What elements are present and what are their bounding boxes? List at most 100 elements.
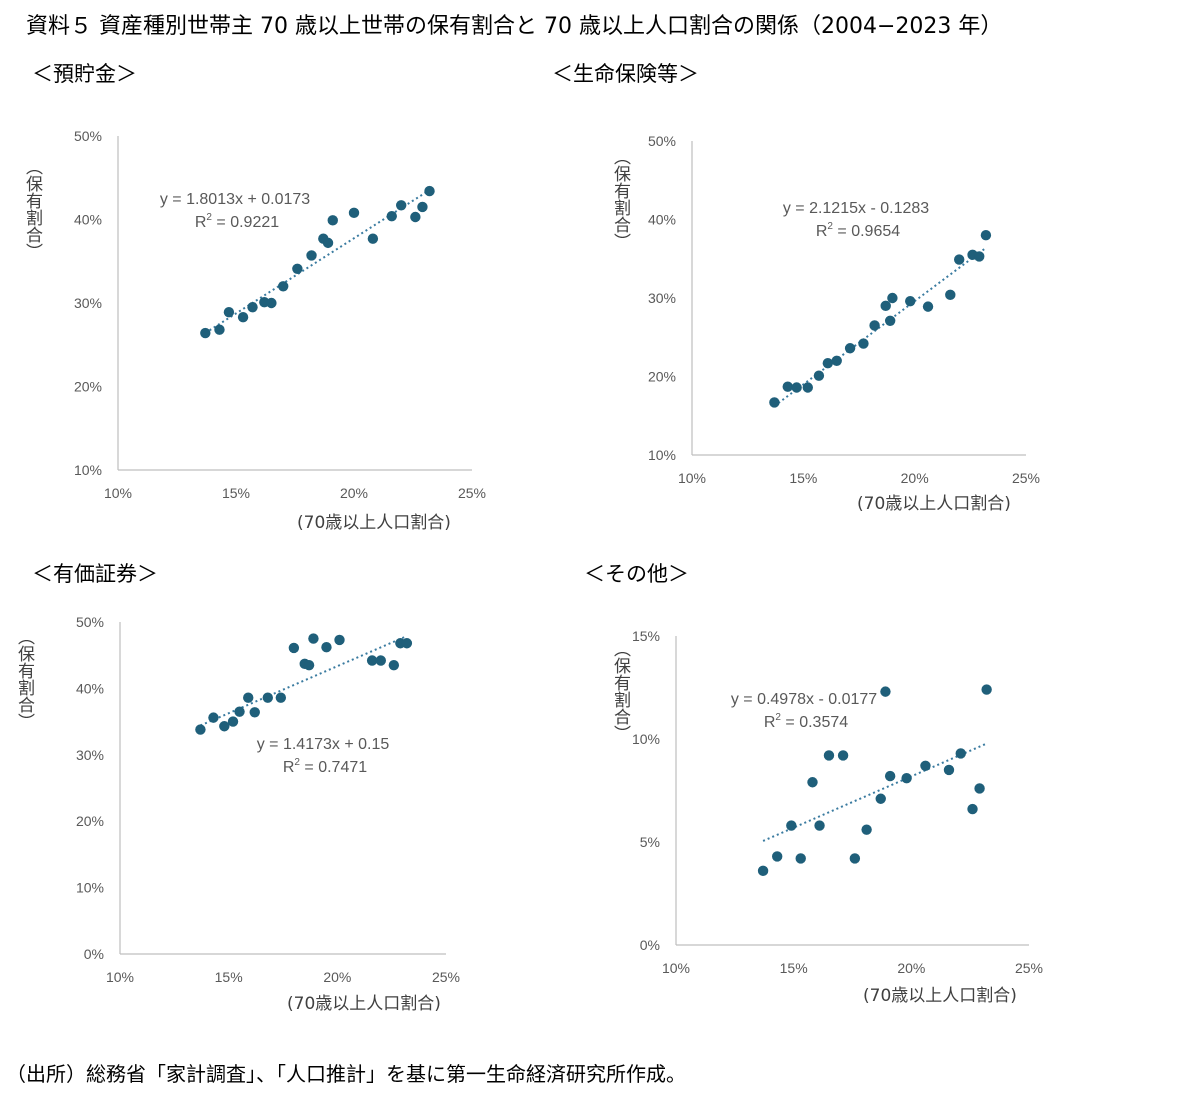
data-point — [223, 306, 235, 318]
data-point — [945, 289, 956, 301]
x-tick-label: 25% — [1015, 960, 1043, 976]
data-point — [858, 338, 869, 349]
x-tick-label: 25% — [432, 969, 460, 985]
data-point — [424, 185, 435, 197]
data-point — [292, 263, 303, 274]
data-point — [823, 750, 835, 761]
trendline — [773, 247, 987, 407]
y-tick-label: 50% — [74, 128, 102, 144]
y-tick-label: 30% — [76, 747, 104, 763]
data-point — [981, 684, 992, 695]
x-axis-label: (70歳以上人口割合) — [287, 994, 441, 1014]
data-point — [875, 793, 886, 804]
data-point — [837, 750, 849, 761]
data-point — [849, 853, 861, 864]
data-point — [869, 320, 880, 331]
data-point — [955, 748, 966, 759]
data-point — [880, 300, 891, 312]
data-point — [884, 315, 896, 326]
x-tick-label: 15% — [222, 485, 250, 501]
data-point — [887, 292, 898, 304]
y-tick-label: 10% — [74, 462, 102, 478]
x-tick-label: 10% — [662, 960, 690, 976]
data-point — [814, 820, 825, 831]
data-point — [278, 281, 289, 292]
x-axis-label: (70歳以上人口割合) — [863, 986, 1017, 1006]
data-point — [974, 783, 985, 794]
x-tick-label: 20% — [901, 470, 929, 486]
y-tick-label: 30% — [74, 295, 102, 311]
panel-title-other: ＜その他＞ — [584, 562, 689, 586]
trendline — [762, 742, 988, 842]
r-squared-label: R2 = 0.9654 — [816, 221, 900, 240]
data-point — [807, 777, 818, 788]
data-point — [901, 772, 912, 784]
y-tick-label: 10% — [632, 731, 660, 747]
main-title: 資料５ 資産種別世帯主 70 歳以上世帯の保有割合と 70 歳以上人口割合の関係… — [26, 14, 1003, 39]
x-tick-label: 15% — [780, 960, 808, 976]
y-tick-label: 5% — [640, 834, 660, 850]
y-tick-label: 20% — [648, 369, 676, 385]
x-tick-label: 20% — [323, 969, 351, 985]
data-point — [813, 370, 825, 381]
y-tick-label: 10% — [648, 447, 676, 463]
data-point — [334, 634, 345, 646]
y-axis-label: （保有割合） — [14, 628, 35, 730]
data-point — [943, 764, 955, 776]
x-tick-label: 25% — [1012, 470, 1040, 486]
y-tick-label: 0% — [640, 937, 660, 953]
data-point — [920, 760, 931, 771]
data-point — [321, 642, 332, 653]
x-tick-label: 15% — [789, 470, 817, 486]
data-point — [831, 355, 842, 366]
y-tick-label: 30% — [648, 290, 676, 306]
x-tick-label: 25% — [458, 485, 486, 501]
data-point — [822, 357, 834, 369]
data-point — [884, 770, 896, 782]
y-tick-label: 40% — [76, 680, 104, 696]
data-point — [308, 633, 319, 644]
data-point — [795, 853, 806, 864]
data-point — [396, 200, 407, 211]
x-tick-label: 10% — [104, 485, 132, 501]
data-point — [200, 327, 211, 339]
data-point — [375, 655, 386, 666]
data-point — [905, 295, 916, 307]
data-point — [967, 803, 978, 815]
trendline-equation: y = 2.1215x - 0.1283 — [783, 200, 929, 217]
data-point — [247, 301, 258, 313]
data-point — [388, 659, 400, 671]
data-point — [214, 324, 225, 335]
panel-title-deposits: ＜預貯金＞ — [32, 62, 137, 86]
data-point — [327, 215, 338, 226]
data-point — [782, 381, 793, 392]
data-point — [861, 824, 872, 835]
data-point — [262, 692, 273, 703]
data-point — [410, 211, 421, 223]
data-point — [954, 254, 965, 265]
x-axis-label: (70歳以上人口割合) — [297, 513, 451, 533]
data-point — [237, 311, 249, 323]
x-tick-label: 10% — [106, 969, 134, 985]
data-point — [980, 230, 992, 241]
r-squared-label: R2 = 0.3574 — [764, 712, 848, 731]
y-tick-label: 0% — [84, 946, 104, 962]
data-point — [249, 707, 260, 718]
x-tick-label: 20% — [897, 960, 925, 976]
data-point — [243, 692, 254, 703]
y-tick-label: 40% — [74, 212, 102, 228]
y-axis-label: （保有割合） — [610, 640, 631, 742]
data-point — [348, 207, 360, 219]
data-point — [275, 692, 287, 703]
y-tick-label: 10% — [76, 880, 104, 896]
data-point — [288, 642, 300, 654]
data-point — [786, 820, 797, 831]
x-tick-label: 15% — [215, 969, 243, 985]
trendline-equation: y = 1.8013x + 0.0173 — [160, 191, 310, 208]
panel-title-securities: ＜有価証券＞ — [32, 562, 158, 586]
data-point — [769, 397, 780, 408]
